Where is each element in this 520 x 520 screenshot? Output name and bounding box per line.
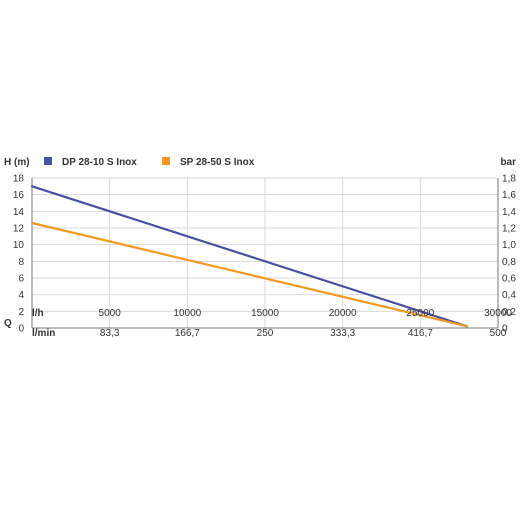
series-lines [30, 185, 468, 328]
y-tick-left: 4 [18, 290, 24, 301]
legend-swatch-sp [162, 157, 170, 165]
tick-labels: 0 0 2 0,2 4 0,4 6 0,6 8 0,8 10 1,0 12 1,2 14 1,4 16 1,6 18… [13, 174, 516, 340]
x-tick-secondary: 250 [257, 328, 274, 339]
y-tick-right: 1,6 [502, 190, 516, 201]
x-tick-primary: 20000 [329, 308, 357, 319]
x-tick-primary: 30000 [484, 308, 512, 319]
y-tick-right: 1,8 [502, 174, 516, 185]
y-tick-right: 0,8 [502, 257, 516, 268]
x-tick-primary: 25000 [406, 308, 434, 319]
x-tick-primary: 10000 [173, 308, 201, 319]
y-tick-right: 0,6 [502, 274, 516, 285]
y-tick-right: 1,4 [502, 207, 516, 218]
x-tick-primary: 5000 [99, 308, 122, 319]
y-axis-label-left: H (m) [4, 157, 30, 168]
y-tick-right: 1,2 [502, 224, 516, 235]
x-axis-label: Q [4, 318, 12, 329]
y-tick-left: 12 [13, 224, 25, 235]
series-line-sp [30, 221, 468, 328]
y-tick-left: 18 [13, 174, 25, 185]
y-axis-label-right: bar [500, 157, 516, 168]
y-tick-right: 0 [502, 324, 508, 335]
legend-label-sp: SP 28-50 S Inox [180, 157, 255, 168]
y-tick-right: 0,4 [502, 290, 516, 301]
y-tick-left: 0 [18, 324, 24, 335]
y-tick-left: 2 [18, 307, 24, 318]
y-tick-left: 16 [13, 190, 25, 201]
y-tick-right: 1,0 [502, 240, 516, 251]
x-tick-secondary: 500 [490, 328, 507, 339]
x-tick-secondary: 416,7 [408, 328, 433, 339]
x-tick-primary: 15000 [251, 308, 279, 319]
x-tick-secondary: 333,3 [330, 328, 355, 339]
legend-swatch-dp [44, 157, 52, 165]
y-tick-left: 8 [18, 257, 24, 268]
series-line-dp [30, 185, 468, 328]
x-unit-primary: l/h [32, 308, 44, 319]
axes [31, 178, 499, 329]
x-tick-secondary: 83,3 [100, 328, 120, 339]
legend: DP 28-10 S Inox SP 28-50 S Inox [44, 157, 255, 168]
y-tick-left: 10 [13, 240, 25, 251]
y-tick-left: 6 [18, 274, 24, 285]
y-tick-right: 0,2 [502, 307, 516, 318]
grid-lines [32, 177, 499, 328]
x-tick-secondary: 166,7 [175, 328, 200, 339]
legend-label-dp: DP 28-10 S Inox [62, 157, 137, 168]
y-tick-left: 14 [13, 207, 25, 218]
x-unit-secondary: l/min [32, 328, 55, 339]
